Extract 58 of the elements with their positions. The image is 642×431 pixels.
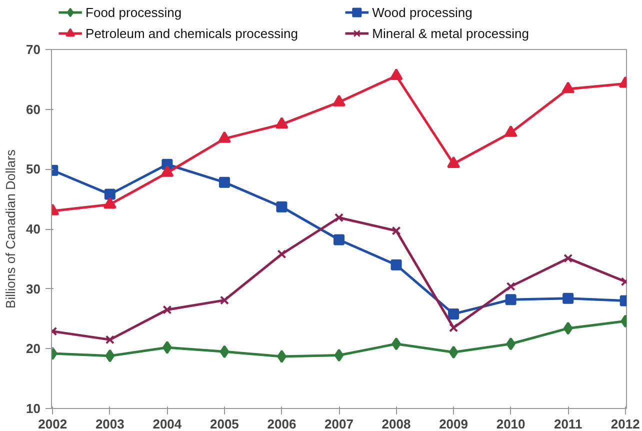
y-tick-label: 60 — [26, 102, 41, 117]
y-tick-label: 50 — [26, 162, 41, 177]
x-tick-label: 2006 — [267, 416, 296, 431]
point — [392, 337, 401, 350]
x-tick-label: 2002 — [38, 416, 68, 431]
point — [277, 350, 286, 363]
x-tick-label: 2007 — [324, 416, 354, 431]
point — [563, 322, 573, 335]
point — [105, 349, 115, 362]
point — [103, 197, 116, 209]
point — [218, 176, 230, 188]
x-tick-label: 2011 — [554, 416, 582, 431]
point — [162, 340, 172, 354]
point — [332, 94, 346, 106]
point — [390, 259, 402, 270]
point — [506, 282, 516, 291]
legend-label: Food processing — [86, 5, 182, 20]
point — [562, 82, 575, 94]
point — [334, 234, 344, 246]
point — [220, 345, 230, 358]
point — [276, 201, 288, 212]
point — [160, 165, 174, 177]
point — [162, 305, 172, 314]
point — [104, 188, 116, 200]
y-tick-label: 70 — [26, 42, 41, 57]
point — [505, 294, 516, 306]
point — [504, 125, 518, 137]
legend-label: Petroleum and chemicals processing — [86, 26, 298, 41]
x-tick-label: 2012 — [610, 416, 640, 431]
legend-label: Wood processing — [372, 5, 472, 20]
point — [447, 156, 460, 168]
point — [220, 296, 229, 305]
x-tick-label: 2004 — [152, 416, 182, 431]
point — [390, 68, 403, 80]
point — [448, 346, 458, 359]
y-tick-label: 40 — [26, 222, 41, 236]
point — [334, 213, 344, 222]
y-tick-label: 20 — [26, 341, 41, 356]
point — [218, 131, 231, 143]
x-tick-label: 2008 — [382, 416, 411, 431]
x-tick-label: 2003 — [95, 416, 124, 431]
x-tick-label: 2009 — [439, 416, 468, 431]
point — [275, 116, 288, 128]
point — [562, 292, 574, 304]
point — [277, 250, 286, 259]
point — [334, 348, 344, 362]
y-axis-title: Billions of Canadian Dollars — [3, 149, 18, 308]
point — [105, 335, 114, 344]
legend-label: Mineral & metal processing — [372, 26, 529, 41]
point — [506, 337, 516, 350]
y-tick-label: 30 — [26, 281, 41, 296]
x-tick-label: 2005 — [210, 416, 239, 431]
x-tick-label: 2010 — [496, 416, 526, 431]
point — [564, 254, 573, 263]
point — [448, 308, 460, 320]
y-tick-label: 10 — [26, 401, 41, 416]
point — [449, 323, 458, 332]
point — [392, 226, 401, 236]
